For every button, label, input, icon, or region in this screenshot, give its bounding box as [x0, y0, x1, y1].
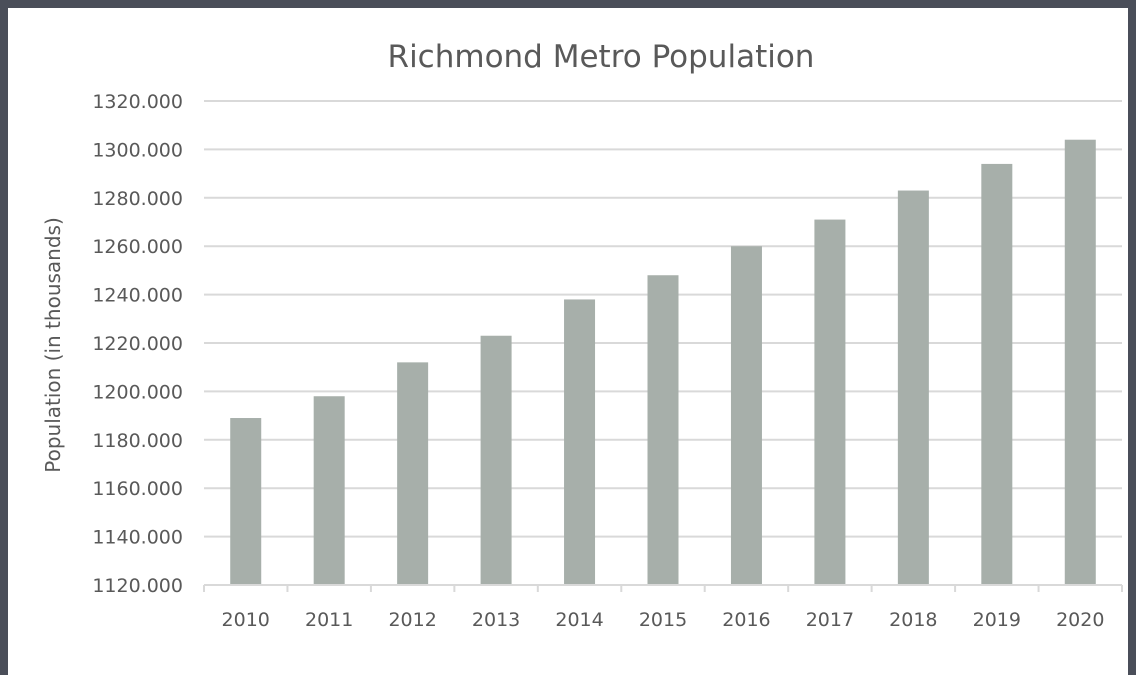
y-tick-labels: 1120.000 1140.000 1160.000 1180.000 1200.000… [92, 91, 183, 597]
y-tick-label: 1160.000 [92, 478, 183, 500]
y-tick-label: 1220.000 [92, 333, 183, 355]
chart-title: Richmond Metro Population [388, 39, 815, 75]
bar [730, 246, 762, 585]
x-tick-labels: 2010 2011 2012 2013 2014 2015 2016 2017 2018 2019… [222, 609, 1105, 631]
x-tick-label: 2017 [806, 609, 854, 631]
x-tick-label: 2019 [973, 609, 1021, 631]
y-tick-label: 1260.000 [92, 236, 183, 258]
x-tick-label: 2012 [388, 609, 436, 631]
bar [897, 190, 929, 586]
bar [230, 418, 262, 585]
y-tick-label: 1320.000 [92, 91, 183, 113]
y-tick-label: 1120.000 [92, 575, 183, 597]
bar-chart: Richmond Metro Population Population (in… [41, 39, 1123, 631]
x-axis [203, 584, 1123, 592]
x-tick-label: 2013 [472, 609, 520, 631]
x-tick-label: 2020 [1056, 609, 1104, 631]
y-tick-label: 1240.000 [92, 285, 183, 307]
bars [230, 139, 1096, 586]
y-tick-label: 1180.000 [92, 430, 183, 452]
bar [1064, 139, 1096, 585]
bar [480, 335, 512, 585]
y-axis-label: Population (in thousands) [41, 217, 65, 473]
y-tick-label: 1200.000 [92, 381, 183, 403]
bar [397, 362, 429, 585]
bar [564, 299, 596, 585]
chart-frame: Richmond Metro Population Population (in… [8, 8, 1128, 675]
x-tick-label: 2018 [889, 609, 937, 631]
x-tick-label: 2016 [722, 609, 770, 631]
x-tick-label: 2015 [639, 609, 687, 631]
bar [981, 163, 1013, 586]
y-tick-label: 1140.000 [92, 527, 183, 549]
bar [814, 219, 846, 585]
x-tick-label: 2010 [222, 609, 270, 631]
bar [647, 275, 679, 585]
y-tick-label: 1300.000 [92, 139, 183, 161]
bar [313, 396, 345, 585]
x-tick-label: 2011 [305, 609, 353, 631]
y-tick-label: 1280.000 [92, 188, 183, 210]
x-tick-label: 2014 [555, 609, 603, 631]
